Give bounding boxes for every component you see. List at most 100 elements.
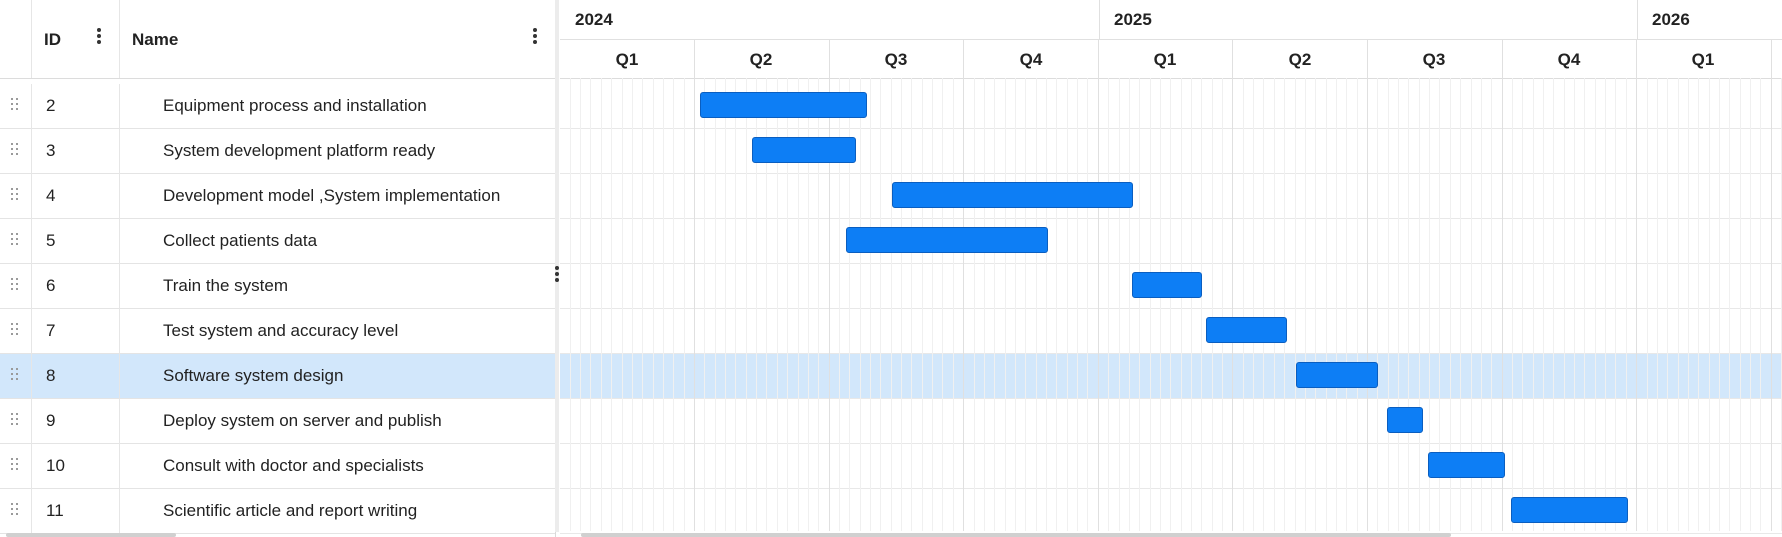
week-gridline [756,78,757,531]
task-bar[interactable] [1132,272,1202,298]
week-gridline [849,78,850,531]
column-divider [119,264,120,309]
cell-id: 8 [46,366,56,385]
week-gridline [1398,78,1399,531]
table-row[interactable]: 4 Development model ,System implementatio… [0,174,555,219]
week-gridline [1284,78,1285,531]
drag-handle-icon[interactable] [11,188,19,204]
drag-handle-icon[interactable] [11,503,19,519]
week-gridline [590,78,591,531]
week-gridline [1212,78,1213,531]
week-gridline [1263,78,1264,531]
column-divider [31,84,32,129]
table-row[interactable]: 8 Software system design [0,354,555,399]
week-gridline [1719,78,1720,531]
table-row[interactable]: 9 Deploy system on server and publish [0,399,555,444]
week-gridline [932,78,933,531]
drag-handle-icon[interactable] [11,233,19,249]
cell-name: Scientific article and report writing [163,501,418,520]
kebab-menu-icon[interactable] [533,28,537,46]
cell-id: 10 [46,456,65,475]
week-gridline [1025,78,1026,531]
chart-row [560,84,1782,129]
week-gridline [1346,78,1347,531]
grid-horizontal-scrollbar[interactable] [6,533,176,537]
week-gridline [1429,78,1430,531]
table-row[interactable]: 10 Consult with doctor and specialists [0,444,555,489]
timeline-quarter: Q1 [1691,50,1715,69]
column-divider [31,354,32,399]
week-gridline [1626,78,1627,531]
timeline-year: 2025 [1114,10,1152,29]
task-bar[interactable] [892,182,1133,208]
timeline-quarter: Q1 [1153,50,1177,69]
column-header-id[interactable]: ID [31,0,119,78]
cell-name: Train the system [163,276,289,295]
task-bar[interactable] [1511,497,1628,523]
week-gridline [673,78,674,531]
table-row[interactable]: 7 Test system and accuracy level [0,309,555,354]
week-gridline [1709,78,1710,531]
table-row[interactable]: 2 Equipment process and installation [0,84,555,129]
week-gridline [1036,78,1037,531]
task-bar[interactable] [752,137,856,163]
column-divider [119,84,120,129]
week-gridline [1274,78,1275,531]
column-divider [31,0,32,78]
week-gridline [1336,78,1337,531]
week-gridline [570,78,571,531]
drag-handle-icon[interactable] [11,143,19,159]
week-gridline [1419,78,1420,531]
drag-handle-icon[interactable] [11,278,19,294]
column-divider [119,0,120,78]
chart-row [560,264,1782,309]
drag-handle-icon[interactable] [11,98,19,114]
week-gridline [1740,78,1741,531]
week-gridline [1471,78,1472,531]
drag-handle-icon[interactable] [11,413,19,429]
week-gridline [1139,78,1140,531]
task-bar[interactable] [1206,317,1287,343]
week-gridline [1553,78,1554,531]
year-divider [1099,0,1100,39]
task-bar[interactable] [1387,407,1423,433]
quarter-gridline [1098,39,1099,531]
table-row[interactable]: 6 Train the system [0,264,555,309]
timeline-years: 2024 2025 2026 [560,0,1782,40]
column-divider [31,444,32,489]
timeline-quarter: Q4 [1019,50,1043,69]
week-gridline [1222,78,1223,531]
week-gridline [1326,78,1327,531]
week-gridline [1750,78,1751,531]
week-gridline [860,78,861,531]
column-header-name[interactable]: Name [119,0,555,78]
table-row[interactable]: 5 Collect patients data [0,219,555,264]
chart-row [560,219,1782,264]
week-gridline [1077,78,1078,531]
table-row[interactable]: 11 Scientific article and report writing [0,489,555,534]
column-divider [31,219,32,264]
task-bar[interactable] [846,227,1048,253]
chart-horizontal-scrollbar[interactable] [581,533,1451,537]
splitter-grip-icon[interactable] [553,266,561,286]
timeline-quarter: Q1 [615,50,639,69]
week-gridline [632,78,633,531]
column-divider [119,489,120,534]
drag-handle-icon[interactable] [11,458,19,474]
week-gridline [1564,78,1565,531]
week-gridline [715,78,716,531]
timeline-quarter: Q3 [884,50,908,69]
chart-row [560,444,1782,489]
column-divider [119,354,120,399]
column-divider [119,174,120,219]
drag-handle-icon[interactable] [11,368,19,384]
week-gridline [663,78,664,531]
task-bar[interactable] [1296,362,1378,388]
task-bar[interactable] [1428,452,1505,478]
drag-handle-icon[interactable] [11,323,19,339]
cell-id: 9 [46,411,56,430]
kebab-menu-icon[interactable] [97,28,101,46]
week-gridline [994,78,995,531]
task-bar[interactable] [700,92,867,118]
table-row[interactable]: 3 System development platform ready [0,129,555,174]
